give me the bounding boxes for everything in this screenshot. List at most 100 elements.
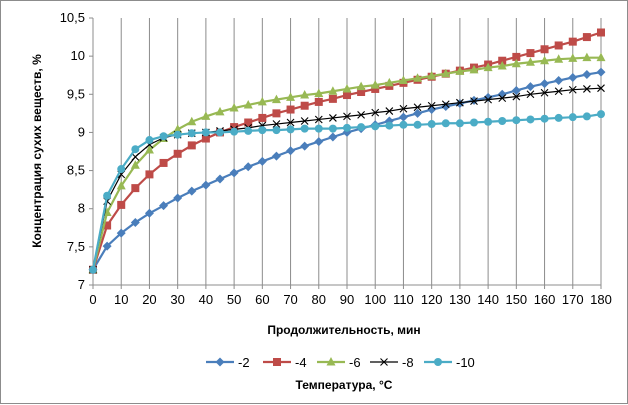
data-point — [526, 115, 535, 124]
data-point — [201, 128, 210, 137]
x-tick-label: 130 — [449, 292, 471, 307]
data-point — [512, 52, 521, 61]
data-point — [173, 149, 182, 158]
axis-layer: 0 10 20 30 40 50 60 70 80 90 100 110 120 130 140 150 160… — [60, 10, 612, 307]
y-tick-label: 9,5 — [67, 86, 85, 101]
data-point — [187, 129, 196, 138]
data-point — [597, 28, 605, 37]
legend-marker — [434, 358, 442, 366]
data-point — [371, 108, 380, 117]
x-mark-stroke — [272, 120, 281, 128]
data-point — [300, 117, 309, 125]
x-tick-label: 40 — [199, 292, 213, 307]
data-point — [511, 85, 521, 95]
data-point — [314, 97, 323, 106]
y-tick-label: 7 — [78, 277, 85, 292]
x-mark-stroke — [357, 110, 366, 119]
data-point — [328, 114, 337, 122]
data-point — [144, 208, 154, 218]
data-point — [413, 120, 422, 129]
legend-label: -10 — [456, 355, 475, 370]
data-point — [597, 84, 605, 93]
data-point — [498, 116, 507, 125]
data-point — [583, 85, 591, 93]
data-point — [554, 87, 563, 96]
data-point — [413, 73, 423, 82]
data-point — [343, 91, 351, 100]
x-mark-stroke — [568, 85, 577, 94]
data-point — [484, 95, 493, 104]
x-mark-stroke — [399, 104, 408, 113]
data-point — [173, 193, 183, 203]
data-point — [258, 113, 267, 122]
data-point — [131, 152, 140, 161]
data-point — [427, 70, 437, 80]
data-point — [102, 241, 112, 251]
x-mark-stroke — [498, 94, 507, 102]
data-point — [441, 100, 450, 109]
y-tick-label: 9 — [78, 124, 85, 139]
data-point — [399, 120, 408, 129]
data-point — [540, 45, 549, 54]
x-mark-stroke — [131, 152, 140, 161]
data-point — [342, 83, 352, 93]
data-point — [103, 221, 112, 230]
data-point — [173, 124, 183, 133]
data-point — [159, 158, 168, 167]
x-mark-stroke — [540, 88, 549, 97]
series-layer — [88, 28, 606, 275]
data-point — [314, 88, 324, 98]
x-tick-label: 50 — [227, 292, 241, 307]
data-point — [272, 126, 281, 135]
x-tick-label: 160 — [534, 292, 556, 307]
data-point — [441, 68, 451, 78]
data-point — [159, 132, 168, 141]
data-point — [498, 94, 507, 102]
legend-item: -10 — [424, 355, 475, 370]
x-mark-stroke — [286, 118, 295, 127]
data-point — [582, 69, 592, 79]
data-point — [286, 146, 296, 156]
legend-item: -6 — [317, 355, 361, 370]
data-point — [144, 144, 154, 154]
data-point — [230, 127, 239, 136]
data-point — [343, 112, 351, 121]
data-point — [455, 98, 464, 107]
data-point — [243, 162, 253, 172]
data-point — [385, 107, 394, 115]
data-point — [413, 103, 422, 112]
data-point — [356, 81, 366, 91]
x-mark-stroke — [385, 107, 394, 115]
data-point — [145, 136, 154, 145]
data-point — [554, 41, 563, 50]
x-mark-stroke — [583, 85, 591, 93]
x-tick-label: 10 — [114, 292, 128, 307]
data-point — [399, 104, 408, 113]
data-point — [357, 123, 366, 132]
data-point — [497, 61, 507, 70]
data-point — [201, 180, 211, 190]
x-tick-label: 80 — [312, 292, 326, 307]
data-point — [131, 184, 140, 193]
x-mark-stroke — [455, 98, 464, 107]
data-point — [243, 99, 253, 109]
data-point — [540, 55, 550, 65]
x-tick-label: 140 — [477, 292, 499, 307]
y-tick-label: 10,5 — [60, 10, 85, 25]
data-point — [314, 124, 323, 133]
x-tick-label: 90 — [340, 292, 354, 307]
data-point — [597, 110, 605, 119]
data-point — [300, 141, 310, 151]
data-point — [300, 124, 309, 133]
data-point — [300, 90, 310, 99]
data-point — [257, 96, 267, 106]
legend-marker — [215, 357, 225, 367]
data-point — [526, 49, 535, 58]
legend-item: -2 — [206, 355, 250, 370]
data-point — [187, 141, 196, 150]
data-point — [215, 106, 225, 116]
data-point — [216, 128, 224, 137]
legend-item: -8 — [370, 355, 414, 370]
data-point — [244, 118, 253, 127]
